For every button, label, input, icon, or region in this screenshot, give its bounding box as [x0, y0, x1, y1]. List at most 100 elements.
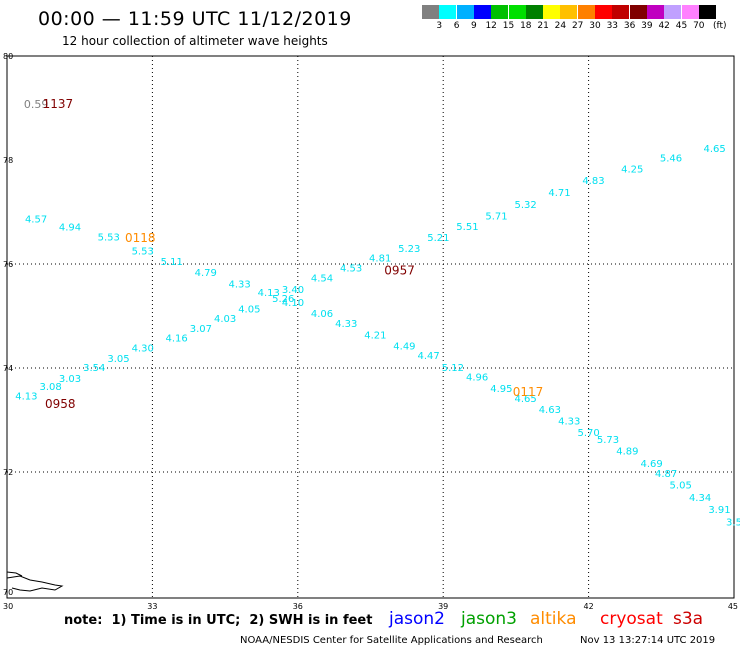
satellite-label-altika: altika: [530, 609, 577, 629]
lat-tick-label: 70: [3, 588, 13, 597]
generated-timestamp: Nov 13 13:27:14 UTC 2019: [580, 635, 716, 646]
swh-value: 4.33: [335, 319, 357, 330]
satellite-label-s3a: s3a: [673, 609, 704, 629]
colorbar-tick-label: 3: [436, 21, 443, 31]
colorbar-swatch: [508, 5, 526, 19]
swh-value: 4.21: [364, 330, 386, 341]
swh-value: 4.16: [166, 333, 188, 344]
colorbar-tick-label: 39: [641, 21, 653, 31]
swh-value: 4.13: [258, 288, 280, 299]
colorbar-swatch: [543, 5, 561, 19]
swh-value: 5.53: [132, 247, 154, 258]
satellite-label-jason3: jason3: [461, 609, 517, 629]
swh-value: 5.23: [398, 244, 420, 255]
swh-value: 4.34: [689, 493, 711, 504]
map-frame: [6, 55, 735, 599]
pass-time-label: 0117: [513, 385, 544, 399]
swh-value: 4.13: [15, 392, 37, 403]
swh-value: 3.07: [190, 324, 212, 335]
swh-value: 3.03: [59, 374, 81, 385]
swh-value: 4.65: [514, 394, 536, 405]
swh-value: 4.69: [640, 459, 662, 470]
lon-tick-label: 45: [728, 602, 738, 611]
colorbar-tick-label: 33: [606, 21, 619, 31]
swh-value: 5.05: [670, 481, 692, 492]
swh-value: 4.53: [340, 263, 362, 274]
colorbar-swatch: [629, 5, 647, 19]
swh-value: 4.03: [214, 314, 236, 325]
lon-tick-label: 39: [438, 602, 448, 611]
colorbar-swatch: [646, 5, 664, 19]
colorbar-swatch: [681, 5, 699, 19]
swh-value: 4.57: [25, 214, 47, 225]
swh-value: 4.06: [311, 309, 333, 320]
colorbar-tick-label: 36: [623, 21, 636, 31]
swh-value: 4.25: [621, 164, 643, 175]
colorbar-tick-label: 18: [520, 21, 532, 31]
swh-value: 4.33: [558, 417, 580, 428]
colorbar-tick-label: 30: [589, 21, 601, 31]
colorbar-tick-label: 42: [658, 21, 670, 31]
swh-value: 5.12: [442, 363, 464, 374]
pass-time-label: 0958: [45, 397, 76, 411]
lat-tick-label: 78: [3, 156, 13, 165]
swh-value: 3.5: [726, 518, 740, 529]
lat-tick-label: 72: [3, 468, 13, 477]
colorbar-tick-label: 21: [537, 21, 549, 31]
colorbar-unit: (ft): [713, 21, 727, 31]
lon-tick-label: 42: [584, 602, 594, 611]
colorbar-swatch: [422, 5, 439, 19]
colorbar-swatch: [560, 5, 578, 19]
colorbar-swatch: [577, 5, 595, 19]
pass-time-label: 0957: [384, 263, 415, 277]
lon-tick-label: 33: [147, 602, 157, 611]
footer-note: note: 1) Time is in UTC; 2) SWH is in fe…: [64, 613, 373, 628]
swh-value-gray: 0.59: [24, 98, 49, 111]
colorbar-swatch: [456, 5, 474, 19]
swh-value: 4.33: [229, 279, 251, 290]
swh-value: 5.71: [485, 211, 507, 222]
colorbar-swatch: [439, 5, 457, 19]
colorbar-swatch: [698, 5, 716, 19]
swh-value: 4.47: [418, 351, 440, 362]
coastline: [6, 571, 64, 592]
colorbar-tick-label: 24: [554, 21, 567, 31]
swh-value: 3.91: [708, 505, 730, 516]
swh-value: 3.54: [83, 363, 105, 374]
colorbar-swatch: [664, 5, 682, 19]
swh-value: 4.95: [490, 384, 512, 395]
swh-value: 4.10: [282, 298, 304, 309]
colorbar-swatch: [473, 5, 491, 19]
swh-value: 4.30: [132, 343, 154, 354]
swh-value: 3.08: [39, 382, 61, 393]
colorbar-swatch: [595, 5, 612, 19]
swh-value: 4.65: [703, 144, 725, 155]
colorbar-tick-label: 12: [485, 21, 497, 31]
swh-value: 3.40: [282, 285, 304, 296]
swh-value: 5.53: [98, 233, 120, 244]
colorbar-swatch: [525, 5, 543, 19]
swh-value: 4.83: [582, 176, 604, 187]
swh-value: 4.94: [59, 223, 81, 234]
satellite-label-cryosat: cryosat: [600, 609, 663, 629]
colorbar-swatch: [491, 5, 509, 19]
colorbar-swatch: [612, 5, 630, 19]
swh-value: 4.63: [539, 405, 561, 416]
swh-value: 5.51: [456, 222, 478, 233]
credit-line: NOAA/NESDIS Center for Satellite Applica…: [240, 635, 543, 646]
swh-value: 4.49: [393, 341, 415, 352]
colorbar-tick-label: 27: [571, 21, 584, 31]
lon-tick-label: 36: [293, 602, 303, 611]
page-subtitle: 12 hour collection of altimeter wave hei…: [62, 34, 328, 48]
swh-value: 5.26: [272, 294, 294, 305]
swh-value: 4.87: [655, 469, 677, 480]
colorbar-tick-label: 6: [453, 21, 460, 31]
lon-tick-label: 30: [3, 602, 13, 611]
swh-value: 4.89: [616, 446, 638, 457]
swh-value: 4.54: [311, 274, 333, 285]
pass-time-label: 0118: [125, 231, 156, 245]
swh-value: 4.71: [548, 188, 570, 199]
swh-value: 5.11: [161, 257, 183, 268]
